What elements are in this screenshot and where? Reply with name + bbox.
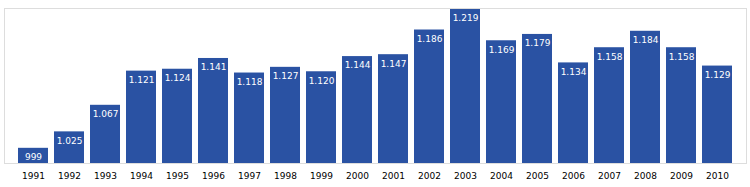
svg-text:1.219: 1.219 bbox=[453, 13, 479, 23]
svg-text:1991: 1991 bbox=[22, 171, 45, 181]
svg-text:1999: 1999 bbox=[310, 171, 333, 181]
svg-text:1.179: 1.179 bbox=[525, 38, 551, 48]
svg-text:1.141: 1.141 bbox=[201, 62, 227, 72]
svg-text:1.067: 1.067 bbox=[93, 109, 119, 119]
svg-text:2002: 2002 bbox=[418, 171, 441, 181]
svg-text:2008: 2008 bbox=[634, 171, 657, 181]
svg-text:1.120: 1.120 bbox=[309, 76, 335, 86]
svg-text:1.144: 1.144 bbox=[345, 60, 371, 70]
svg-text:1.124: 1.124 bbox=[165, 73, 191, 83]
svg-text:2004: 2004 bbox=[490, 171, 513, 181]
svg-text:2006: 2006 bbox=[562, 171, 585, 181]
svg-text:1993: 1993 bbox=[94, 171, 117, 181]
svg-text:2005: 2005 bbox=[526, 171, 549, 181]
svg-text:2010: 2010 bbox=[706, 171, 729, 181]
svg-text:2001: 2001 bbox=[382, 171, 405, 181]
svg-text:1.184: 1.184 bbox=[633, 35, 659, 45]
svg-text:2000: 2000 bbox=[346, 171, 369, 181]
svg-text:1.169: 1.169 bbox=[489, 45, 515, 55]
svg-text:1.127: 1.127 bbox=[273, 71, 299, 81]
svg-text:2009: 2009 bbox=[670, 171, 693, 181]
svg-text:1998: 1998 bbox=[274, 171, 297, 181]
svg-text:1.118: 1.118 bbox=[237, 77, 263, 87]
svg-text:1.129: 1.129 bbox=[705, 70, 731, 80]
svg-text:2003: 2003 bbox=[454, 171, 477, 181]
svg-text:1.134: 1.134 bbox=[561, 67, 587, 77]
svg-text:1.147: 1.147 bbox=[381, 59, 407, 69]
svg-text:1995: 1995 bbox=[166, 171, 189, 181]
svg-text:1.158: 1.158 bbox=[597, 52, 623, 62]
svg-text:1996: 1996 bbox=[202, 171, 225, 181]
svg-text:1.121: 1.121 bbox=[129, 75, 155, 85]
svg-text:1992: 1992 bbox=[58, 171, 81, 181]
svg-text:2007: 2007 bbox=[598, 171, 621, 181]
svg-text:1.025: 1.025 bbox=[57, 136, 83, 146]
svg-text:1994: 1994 bbox=[130, 171, 153, 181]
svg-text:1997: 1997 bbox=[238, 171, 261, 181]
svg-text:999: 999 bbox=[25, 152, 42, 162]
svg-text:1.186: 1.186 bbox=[417, 34, 443, 44]
svg-text:1.158: 1.158 bbox=[669, 52, 695, 62]
